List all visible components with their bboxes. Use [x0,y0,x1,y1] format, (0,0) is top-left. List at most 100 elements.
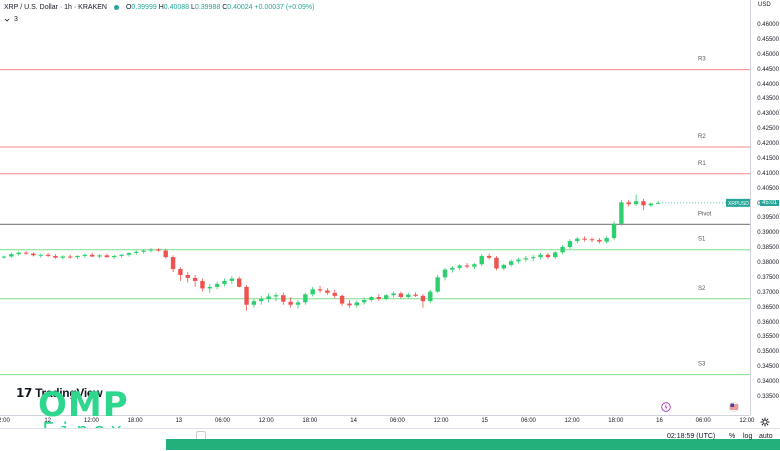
candle-body[interactable] [90,254,95,257]
us-flag-icon[interactable] [729,402,739,412]
candle-body[interactable] [479,255,484,265]
lightning-icon[interactable] [661,402,671,412]
candle-body[interactable] [406,294,411,298]
candle-body[interactable] [457,265,462,268]
percent-scale-button[interactable]: % [729,433,736,440]
candle-body[interactable] [281,295,286,302]
candle-body[interactable] [303,294,308,303]
candle-body[interactable] [486,255,492,258]
candle-body[interactable] [384,295,389,299]
candle-body[interactable] [156,249,161,251]
candle-body[interactable] [501,264,506,269]
candle-body[interactable] [259,298,264,302]
candle-body[interactable] [597,239,602,242]
candle-body[interactable] [545,254,551,258]
candle-body[interactable] [141,250,146,252]
candle-body[interactable] [582,238,587,240]
gear-icon[interactable] [760,417,770,427]
candle-body[interactable] [9,254,14,257]
candle-body[interactable] [222,280,227,284]
auto-scale-button[interactable]: auto [759,433,773,440]
candle-body[interactable] [1,256,7,258]
candle-body[interactable] [45,254,51,256]
candle-body[interactable] [435,277,440,292]
clock-display[interactable]: 02:18:59 (UTC) [667,433,716,440]
candle-body[interactable] [214,283,220,287]
candle-body[interactable] [376,297,382,299]
candle-body[interactable] [192,277,198,281]
candle-body[interactable] [494,257,499,269]
currency-label[interactable]: USD [758,2,771,8]
candle-body[interactable] [567,241,573,248]
candle-body[interactable] [413,294,418,296]
candle-body[interactable] [575,238,580,242]
symbol-title[interactable]: XRP / U.S. Dollar · 1h · KRAKEN [4,4,107,11]
candle-body[interactable] [604,238,609,242]
candle-body[interactable] [134,251,139,253]
candle-body[interactable] [369,297,374,300]
candle-body[interactable] [553,252,558,258]
candle-body[interactable] [119,254,124,256]
candle-body[interactable] [347,303,352,306]
candle-body[interactable] [325,290,330,293]
candle-body[interactable] [288,301,293,305]
candle-body[interactable] [420,295,426,302]
candle-body[interactable] [75,255,80,258]
candle-body[interactable] [126,252,132,255]
candle-body[interactable] [67,256,73,258]
candle-body[interactable] [237,278,242,287]
candle-body[interactable] [82,254,88,256]
candle-body[interactable] [163,250,168,258]
candle-body[interactable] [391,293,396,296]
candle-body[interactable] [626,202,631,205]
candle-body[interactable] [589,239,595,241]
candle-body[interactable] [361,299,367,303]
candle-body[interactable] [450,267,455,270]
candle-body[interactable] [170,257,176,270]
candle-body[interactable] [428,291,433,302]
candle-body[interactable] [354,302,359,306]
candle-body[interactable] [53,255,58,258]
candle-body[interactable] [112,255,117,258]
candle-body[interactable] [538,254,543,258]
candle-body[interactable] [472,264,477,267]
candle-body[interactable] [16,252,21,255]
candle-body[interactable] [31,253,36,256]
candle-body[interactable] [229,278,235,281]
candle-body[interactable] [633,201,639,205]
candle-body[interactable] [178,269,183,275]
candle-body[interactable] [104,255,110,258]
candle-body[interactable] [23,252,29,254]
candle-body[interactable] [148,249,154,251]
candle-body[interactable] [531,257,536,259]
candle-body[interactable] [611,223,617,239]
candle-body[interactable] [655,202,661,204]
candle-body[interactable] [38,254,43,256]
candle-body[interactable] [641,201,646,206]
price-scale[interactable]: 0.46000 0.45500 0.45000 0.44500 0.44000 0.435… [750,0,780,415]
candle-body[interactable] [244,286,249,305]
candle-body[interactable] [648,203,653,206]
candlestick-chart[interactable]: R3 R2 R1 Pivot S1 S2 S3 XRPUSD [0,0,750,415]
candle-body[interactable] [97,255,102,257]
candle-body[interactable] [310,289,315,295]
candle-body[interactable] [317,289,323,291]
chart-pane[interactable]: R3 R2 R1 Pivot S1 S2 S3 XRPUSD [0,0,750,415]
tradingview-logo[interactable]: 𝟭𝟳 TradingView [16,386,103,400]
candle-body[interactable] [200,280,205,289]
candle-body[interactable] [273,295,279,297]
candle-body[interactable] [464,265,470,267]
candle-body[interactable] [339,295,345,304]
candle-body[interactable] [251,301,257,305]
candle-body[interactable] [508,261,514,265]
time-scale[interactable]: 2:00 12 12:00 18:00 13 06:00 12:00 18:00 14 06:00… [0,415,754,428]
log-scale-button[interactable]: log [743,433,753,440]
indicators-toggle[interactable]: 3 [4,16,18,23]
candle-body[interactable] [207,286,212,289]
candle-body[interactable] [398,293,404,298]
candle-body[interactable] [560,247,565,253]
candle-body[interactable] [295,302,301,305]
candle-body[interactable] [185,274,190,278]
candle-body[interactable] [516,259,521,262]
candle-body[interactable] [60,256,65,258]
